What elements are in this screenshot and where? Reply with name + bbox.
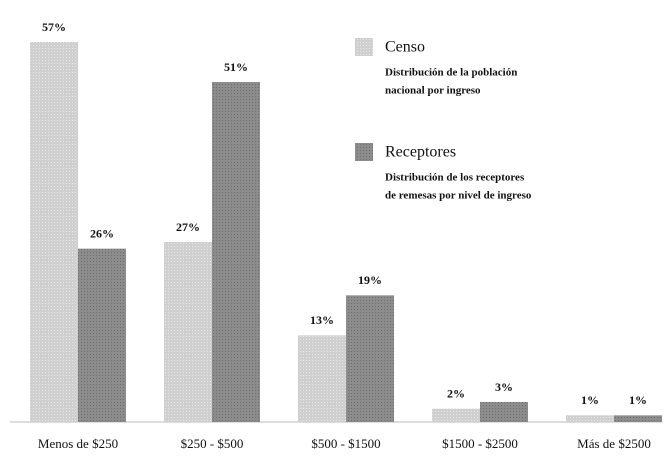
- bar: [566, 415, 614, 422]
- legend-description: Distribución de los receptores: [385, 172, 525, 184]
- legend-swatch: [355, 143, 373, 161]
- legend-label: Censo: [385, 39, 425, 56]
- legend-description: Distribución de la población: [385, 67, 517, 79]
- bar: [78, 248, 126, 422]
- value-label: 51%: [224, 60, 248, 74]
- legend-description: de remesas por nivel de ingreso: [385, 190, 532, 202]
- legend-description: nacional por ingreso: [385, 85, 481, 97]
- value-label: 19%: [358, 273, 382, 287]
- value-label: 1%: [629, 393, 647, 407]
- x-tick-label: Más de $2500: [577, 436, 651, 451]
- bar: [30, 42, 78, 422]
- legend-label: Receptores: [385, 144, 456, 161]
- bar: [212, 82, 260, 422]
- x-tick-label: $500 - $1500: [311, 436, 380, 451]
- x-tick-label: $250 - $500: [181, 436, 244, 451]
- x-tick-label: Menos de $250: [38, 436, 118, 451]
- value-label: 26%: [90, 226, 114, 240]
- legend-swatch: [355, 38, 373, 56]
- value-label: 57%: [42, 20, 66, 34]
- bar: [164, 242, 212, 422]
- value-label: 27%: [176, 220, 200, 234]
- bar: [298, 335, 346, 422]
- bar: [480, 402, 528, 422]
- value-label: 2%: [447, 386, 465, 400]
- value-label: 1%: [581, 393, 599, 407]
- bar: [614, 415, 662, 422]
- value-label: 3%: [495, 380, 513, 394]
- x-tick-label: $1500 - $2500: [442, 436, 518, 451]
- bar: [432, 408, 480, 422]
- bar: [346, 295, 394, 422]
- value-label: 13%: [310, 313, 334, 327]
